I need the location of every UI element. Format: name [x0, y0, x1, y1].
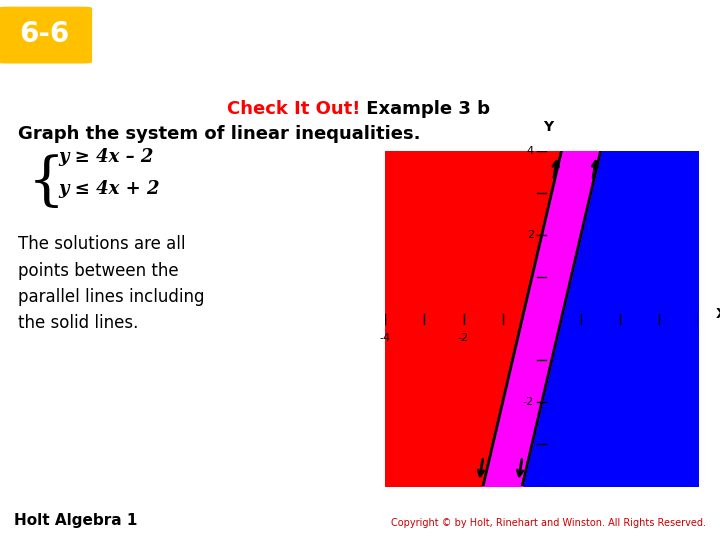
FancyBboxPatch shape — [0, 8, 91, 63]
Text: 6-6: 6-6 — [19, 19, 70, 48]
Text: -2: -2 — [523, 397, 534, 407]
Text: 2: 2 — [527, 230, 534, 240]
Text: Solving Systems of Linear Inequalities: Solving Systems of Linear Inequalities — [163, 24, 644, 44]
Text: Copyright © by Holt, Rinehart and Winston. All Rights Reserved.: Copyright © by Holt, Rinehart and Winsto… — [391, 518, 706, 528]
Text: Check It Out!: Check It Out! — [227, 100, 360, 118]
Text: {: { — [28, 155, 65, 211]
Text: y ≥ 4x – 2: y ≥ 4x – 2 — [58, 148, 153, 166]
Text: Example 3 b: Example 3 b — [360, 100, 490, 118]
Text: Y: Y — [543, 120, 553, 134]
Text: -2: -2 — [458, 333, 469, 343]
Text: The solutions are all
points between the
parallel lines including
the solid line: The solutions are all points between the… — [18, 235, 204, 332]
Text: Graph the system of linear inequalities.: Graph the system of linear inequalities. — [18, 125, 420, 143]
Text: 4: 4 — [527, 146, 534, 156]
Text: Holt Algebra 1: Holt Algebra 1 — [14, 513, 138, 528]
Text: -4: -4 — [379, 333, 391, 343]
Text: y ≤ 4x + 2: y ≤ 4x + 2 — [58, 180, 160, 198]
Text: X: X — [716, 307, 720, 321]
